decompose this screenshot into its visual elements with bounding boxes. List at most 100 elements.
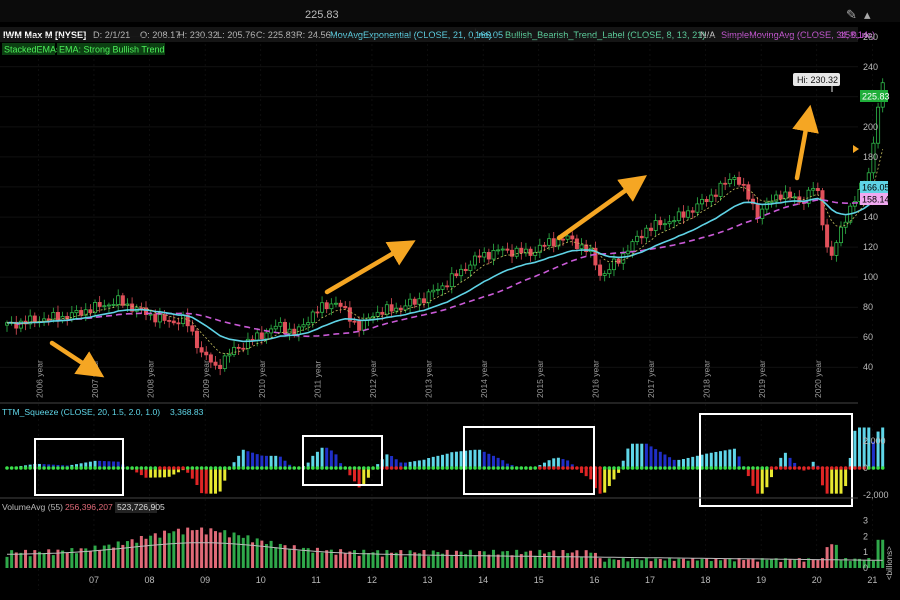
squeeze-dot (264, 466, 269, 470)
squeeze-bar (746, 468, 750, 477)
squeeze-dot (204, 466, 209, 470)
candle-body (296, 326, 301, 336)
squeeze-dot (542, 466, 547, 470)
candle-body (658, 220, 663, 226)
candle-body (686, 210, 691, 218)
squeeze-dot (473, 466, 477, 470)
volume-bar (297, 550, 301, 568)
squeeze-dot (538, 466, 542, 470)
sma-study-label[interactable]: SimpleMovingAvg (CLOSE, 34, 0, no) (721, 30, 875, 40)
squeeze-dot (584, 466, 588, 470)
squeeze-bar (820, 468, 824, 486)
volume-bar (403, 556, 407, 568)
year-label: 2006 year (34, 360, 44, 398)
candle-body (315, 311, 320, 314)
highlight-box-2019 (699, 413, 853, 507)
volume-bar (413, 552, 417, 568)
volume-bar (719, 560, 723, 568)
time-axis-label: 18 (701, 575, 711, 585)
volume-bar (492, 549, 495, 568)
candle-body (871, 142, 876, 174)
squeeze-dot (394, 466, 399, 470)
squeeze-dot (315, 466, 320, 470)
candle-body (153, 313, 158, 323)
squeeze-title[interactable]: TTM_Squeeze (CLOSE, 20, 1.5, 2.0, 1.0) (2, 407, 160, 417)
squeeze-bar (139, 468, 143, 476)
squeeze-dot (403, 466, 408, 470)
squeeze-dot (778, 466, 783, 470)
volume-bar (343, 553, 347, 568)
volume-bar (742, 560, 746, 568)
squeeze-bar (858, 427, 862, 468)
squeeze-tick-label: 0 (863, 463, 868, 473)
squeeze-dot (876, 466, 880, 470)
squeeze-dot (422, 466, 426, 470)
volume-bar (200, 527, 204, 568)
squeeze-bar (830, 468, 834, 494)
volume-bar (830, 544, 834, 568)
volume-bar (607, 558, 611, 568)
volume-bar (51, 555, 55, 568)
volume-bar (876, 539, 880, 568)
study-header-bar (0, 27, 858, 42)
volume-bar (376, 550, 380, 568)
volume-title[interactable]: VolumeAvg (55) (2, 502, 63, 512)
candle-body (199, 347, 204, 353)
symbol-label[interactable]: IWM Max M [NYSE] (3, 30, 86, 40)
squeeze-dots (5, 466, 885, 470)
volume-bar (427, 556, 431, 568)
squeeze-dot (871, 466, 876, 470)
squeeze-dot (551, 466, 556, 470)
volume-bar (329, 549, 333, 568)
squeeze-bar (853, 430, 857, 468)
squeeze-dot (561, 466, 565, 470)
volume-bar (283, 545, 287, 568)
candle-body (320, 302, 325, 313)
candle-body (695, 203, 700, 213)
squeeze-bar (385, 454, 389, 468)
hi-callout: Hi: 230.32 (793, 73, 840, 92)
trend-study-label[interactable]: Bullish_Bearish_Trend_Label (CLOSE, 8, 1… (505, 30, 705, 40)
squeeze-dot (491, 466, 496, 470)
up-arrow-2012 (324, 240, 416, 295)
squeeze-bar (399, 462, 403, 468)
squeeze-bar (149, 468, 153, 478)
squeeze-dot (343, 466, 348, 470)
squeeze-bar (566, 460, 570, 468)
squeeze-bar (75, 464, 78, 468)
squeeze-dot (37, 466, 42, 470)
collapse-icon[interactable]: ▴ (864, 7, 871, 22)
squeeze-bar (362, 468, 366, 486)
squeeze-dot (283, 466, 287, 470)
squeeze-bar (756, 468, 760, 494)
squeeze-bar (436, 455, 440, 468)
candle-body (194, 330, 199, 349)
squeeze-bar (459, 451, 463, 468)
volume-bar (385, 550, 389, 568)
squeeze-dot (737, 466, 741, 470)
candle-body (815, 188, 820, 192)
squeeze-bar (770, 468, 773, 478)
candle-body (491, 250, 496, 260)
squeeze-bar (376, 464, 380, 468)
candle-body (834, 242, 839, 256)
volume-bar (172, 531, 176, 568)
year-label: 2012 year (368, 360, 378, 398)
wrench-icon[interactable]: ✎ (846, 7, 857, 22)
squeeze-bar (214, 468, 217, 494)
squeeze-bar (241, 449, 245, 468)
volume-bar (163, 530, 167, 568)
squeeze-dot (639, 466, 644, 470)
candle-body (713, 194, 718, 197)
squeeze-bar (871, 441, 875, 468)
squeeze-dot (510, 466, 514, 470)
squeeze-dot (751, 466, 755, 470)
volume-bar (705, 558, 709, 568)
volume-bar (334, 554, 338, 568)
squeeze-dot (14, 466, 19, 470)
volume-bar (19, 552, 23, 568)
stacked-emas-text: StackedEMAs (4, 45, 61, 55)
volume-bar (366, 553, 370, 568)
ema-study-label[interactable]: MovAvgExponential (CLOSE, 21, 0, no) (330, 30, 492, 40)
volume-bar (422, 549, 426, 568)
